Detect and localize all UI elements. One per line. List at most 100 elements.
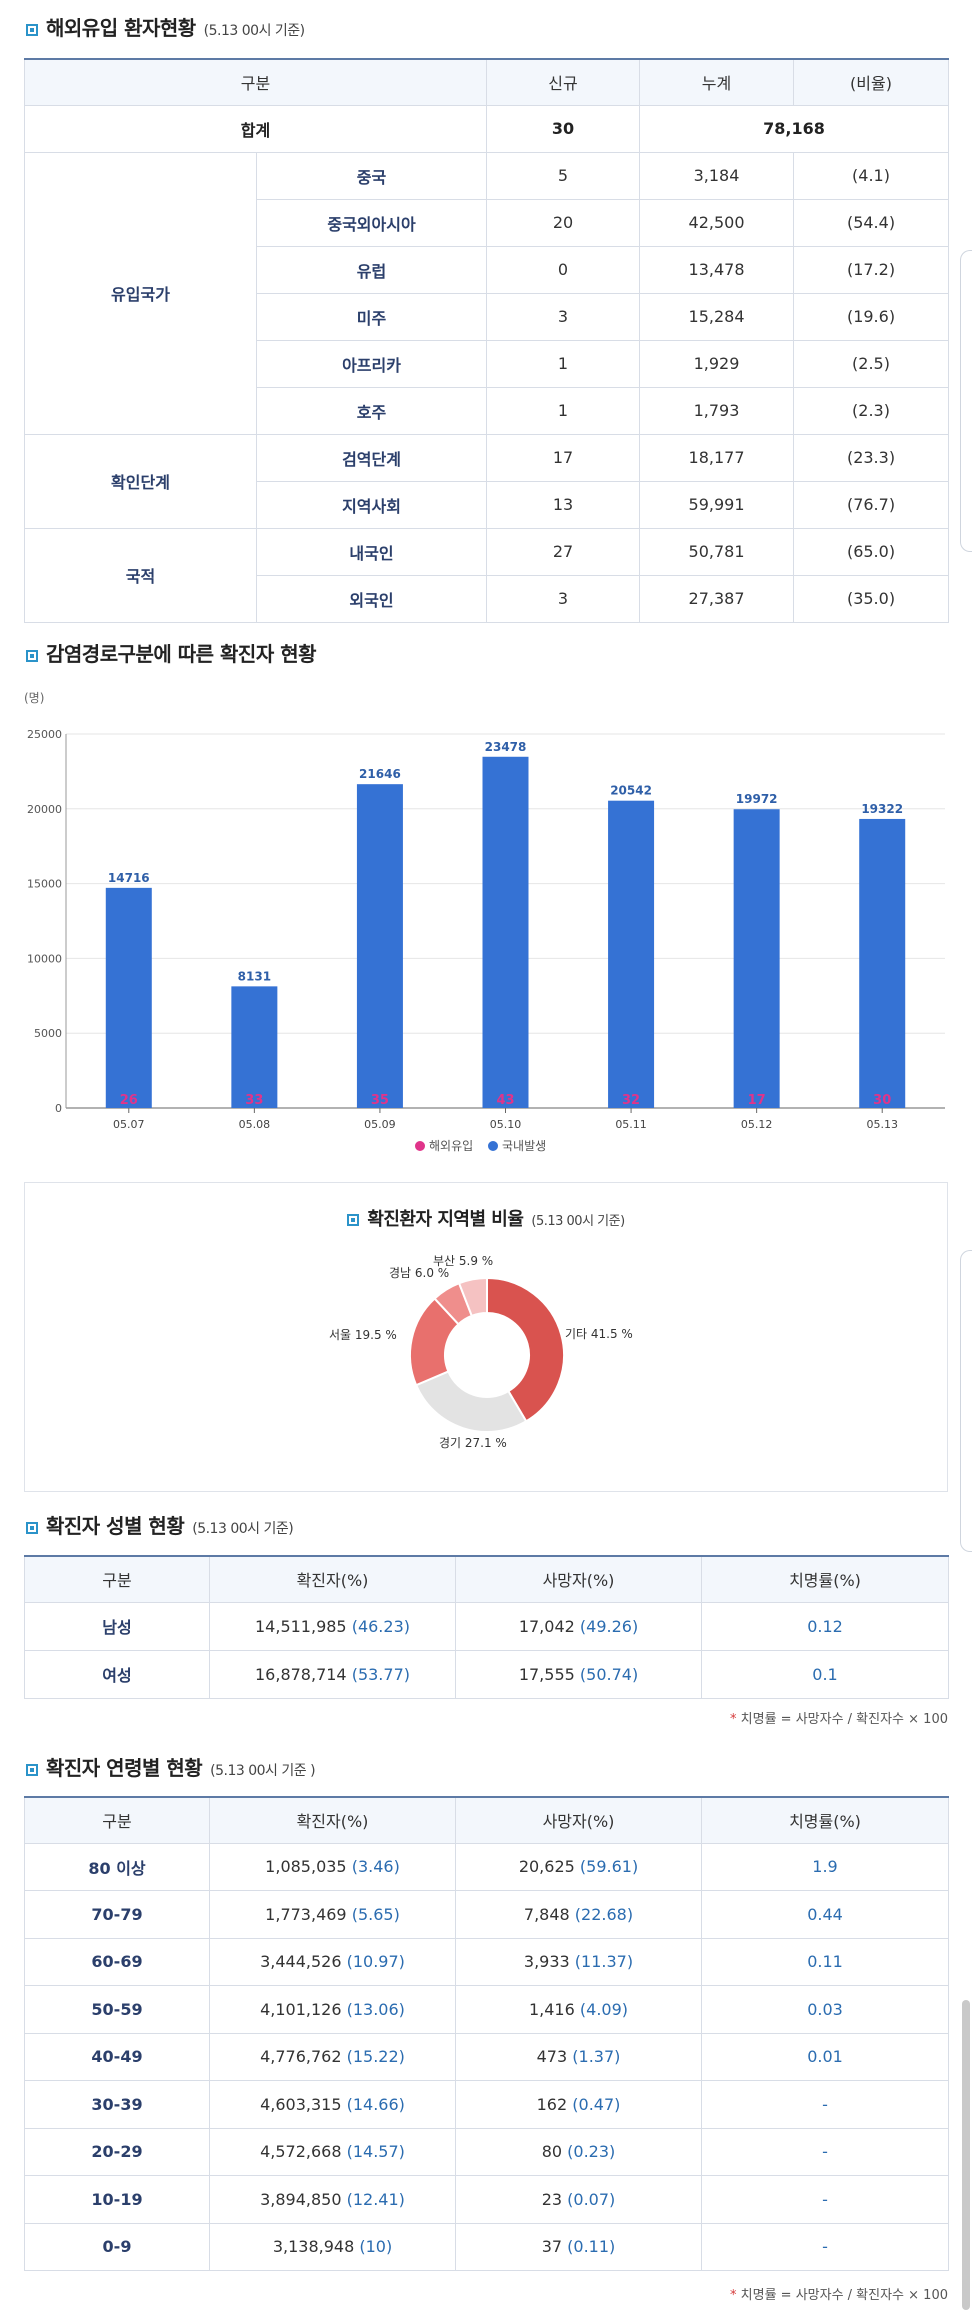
side-scroll-handle[interactable] <box>960 1250 972 1552</box>
domestic-value-label: 19972 <box>736 792 778 806</box>
unit-label: (명) <box>24 691 44 705</box>
death-value: 1,416 <box>528 1999 575 2019</box>
cum-cell: 42,500 <box>639 198 795 247</box>
legend-domestic-label[interactable]: 국내발생 <box>502 1139 546 1153</box>
row-label: 외국인 <box>255 574 488 623</box>
death-pct: (1.37) <box>572 2047 621 2067</box>
table-row: 70-79 1,773,469 (5.65) 7,848 (22.68) 0.44 <box>24 1890 949 1939</box>
death-pct: (11.37) <box>574 1952 634 1972</box>
confirmed-cell: 1,085,035 (3.46) <box>209 1842 456 1891</box>
death-cell: 17,555 (50.74) <box>455 1649 702 1699</box>
legend-domestic-marker <box>488 1141 498 1151</box>
new-cell: 1 <box>486 339 641 388</box>
y-tick-label: 10000 <box>27 952 62 965</box>
table-row: 유럽 0 13,478 (17.2) <box>25 245 950 294</box>
domestic-bar[interactable] <box>356 784 403 1108</box>
death-value: 17,555 <box>518 1664 575 1684</box>
pie-slice[interactable] <box>457 1276 488 1318</box>
total-cum: 78,168 <box>639 104 950 153</box>
domestic-bar[interactable] <box>608 800 655 1108</box>
row-label: 내국인 <box>255 527 488 576</box>
row-label: 지역사회 <box>255 480 488 529</box>
section-square-icon <box>26 650 38 662</box>
domestic-value-label: 19322 <box>861 802 903 816</box>
row-label: 호주 <box>255 386 488 435</box>
confirmed-cell: 3,894,850 (12.41) <box>209 2175 456 2224</box>
page-scrollbar-thumb[interactable] <box>962 2000 970 2310</box>
col-header: 사망자(%) <box>455 1796 702 1844</box>
pie-slice[interactable] <box>414 1370 528 1433</box>
row-label: 10-19 <box>24 2175 210 2224</box>
age-note: * 치명률 = 사망자수 / 확진자수 × 100 <box>730 2284 948 2303</box>
row-label: 20-29 <box>24 2127 210 2176</box>
death-cell: 162 (0.47) <box>455 2080 702 2129</box>
confirmed-pct: (5.65) <box>351 1904 400 1924</box>
confirmed-pct: (15.22) <box>346 2047 405 2067</box>
ratio-cell: (19.6) <box>793 292 950 341</box>
domestic-bar[interactable] <box>733 809 780 1108</box>
col-header: (비율) <box>793 58 950 106</box>
x-tick-label: 05.07 <box>113 1118 145 1131</box>
x-tick-label: 05.11 <box>615 1118 647 1131</box>
confirmed-cell: 4,603,315 (14.66) <box>209 2080 456 2129</box>
confirmed-pct: (46.23) <box>351 1616 410 1636</box>
domestic-bar[interactable] <box>105 887 152 1108</box>
pie-slice-label: 서울 19.5 % <box>329 1328 397 1342</box>
new-cell: 27 <box>486 527 641 576</box>
x-tick-label: 05.13 <box>866 1118 898 1131</box>
table-row: 50-59 4,101,126 (13.06) 1,416 (4.09) 0.03 <box>24 1985 949 2034</box>
overseas-table-body: 합계 30 78,168 유입국가 중국 5 3,184 (4.1) 중국외아시아 20 42,50… <box>23 104 950 623</box>
row-label: 아프리카 <box>255 339 488 388</box>
domestic-bar[interactable] <box>231 986 278 1108</box>
fatality-cell: 0.11 <box>701 1937 949 1986</box>
death-value: 37 <box>541 2237 563 2257</box>
route-title: 감염경로구분에 따른 확진자 현황 <box>46 642 317 666</box>
death-value: 17,042 <box>518 1616 575 1636</box>
group-label: 유입국가 <box>24 151 257 435</box>
region-subtitle: (5.13 00시 기준) <box>531 1214 625 1229</box>
legend-import-label[interactable]: 해외유입 <box>429 1139 473 1153</box>
ratio-cell: (65.0) <box>793 527 950 576</box>
fatality-cell: 0.01 <box>701 2032 949 2081</box>
cum-cell: 50,781 <box>639 527 795 576</box>
note-star: * <box>730 1712 737 1727</box>
pie-slice-label: 경기 27.1 % <box>439 1436 507 1450</box>
confirmed-pct: (3.46) <box>351 1857 400 1877</box>
death-pct: (22.68) <box>574 1904 634 1924</box>
confirmed-value: 4,101,126 <box>260 1999 342 2019</box>
confirmed-value: 4,603,315 <box>260 2094 342 2114</box>
side-scroll-handle[interactable] <box>960 250 972 552</box>
fatality-cell: 1.9 <box>701 1842 949 1891</box>
confirmed-pct: (10) <box>359 2237 393 2257</box>
import-value-label: 43 <box>496 1093 514 1108</box>
confirmed-cell: 1,773,469 (5.65) <box>209 1890 456 1939</box>
table-row: 0-9 3,138,948 (10) 37 (0.11) - <box>24 2222 949 2271</box>
ratio-cell: (23.3) <box>793 433 950 482</box>
new-cell: 5 <box>486 151 641 200</box>
domestic-bar[interactable] <box>482 756 529 1108</box>
y-tick-label: 5000 <box>34 1027 62 1040</box>
domestic-bar[interactable] <box>859 818 906 1108</box>
row-label: 미주 <box>255 292 488 341</box>
table-row: 미주 3 15,284 (19.6) <box>25 292 950 341</box>
death-cell: 3,933 (11.37) <box>455 1937 702 1986</box>
ratio-cell: (4.1) <box>793 151 950 200</box>
gender-note-text: 치명률 = 사망자수 / 확진자수 × 100 <box>740 1712 948 1727</box>
death-cell: 7,848 (22.68) <box>455 1890 702 1939</box>
confirmed-value: 14,511,985 <box>255 1616 347 1636</box>
ratio-cell: (35.0) <box>793 574 950 623</box>
domestic-value-label: 8131 <box>238 969 271 983</box>
death-pct: (49.26) <box>579 1616 639 1636</box>
import-value-label: 30 <box>873 1093 891 1108</box>
pie-slice[interactable] <box>486 1276 565 1423</box>
gender-table: 구분 확진자(%) 사망자(%) 치명률(%) 남성 14,511,985 (46… <box>24 1555 949 1699</box>
cum-cell: 3,184 <box>639 151 795 200</box>
death-cell: 80 (0.23) <box>455 2127 702 2176</box>
fatality-cell: - <box>701 2175 949 2224</box>
death-value: 162 <box>536 2094 568 2114</box>
new-cell: 1 <box>486 386 641 435</box>
row-label: 여성 <box>24 1649 210 1699</box>
table-row: 20-29 4,572,668 (14.57) 80 (0.23) - <box>24 2127 949 2176</box>
death-cell: 17,042 (49.26) <box>455 1601 702 1651</box>
ratio-cell: (76.7) <box>793 480 950 529</box>
